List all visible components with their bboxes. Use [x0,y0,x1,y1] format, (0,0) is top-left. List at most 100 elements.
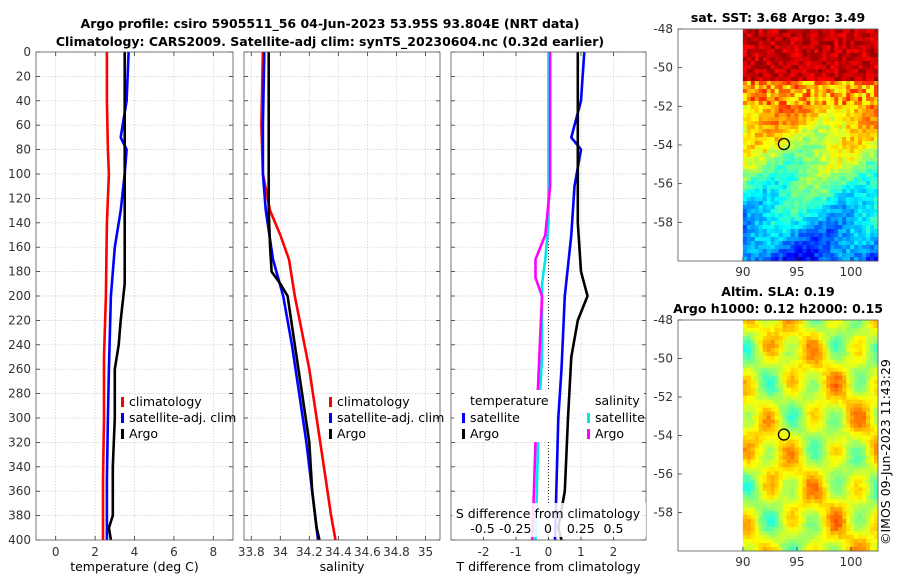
map-cell [794,205,799,210]
map-cell [874,89,879,94]
map-cell [854,395,859,401]
map-cell [846,97,851,102]
map-cell [770,241,776,246]
map-cell [830,527,835,532]
map-cell [774,347,780,353]
map-cell [846,73,851,78]
map-cell [846,395,851,401]
map-cell [850,323,855,329]
map-cell [866,467,871,472]
map-cell [798,491,803,496]
map-cell [830,535,835,540]
map-cell [822,93,827,98]
map-cell [802,387,807,393]
map-cell [790,383,795,389]
map-cell [774,403,780,409]
map-cell [818,57,823,62]
map-cell [874,411,879,416]
map-cell [798,81,803,86]
map-cell [782,173,787,178]
map-cell [762,125,768,130]
map-cell [818,213,823,218]
map-cell [770,471,776,476]
map-cell [842,133,847,138]
map-cell [742,41,748,46]
map-cell [846,403,851,409]
map-cell [802,105,807,110]
map-cell [762,451,768,456]
map-cell [746,411,752,416]
map-cell [826,53,831,58]
map-cell [778,351,784,357]
map-cell [862,53,867,58]
map-cell [758,177,764,182]
map-cell [774,471,780,476]
map-cell [758,483,764,488]
map-cell [746,145,752,150]
map-cell [830,129,835,134]
map-cell [842,221,847,226]
map-cell [842,141,847,146]
map-cell [758,69,764,74]
map-cell [838,145,843,150]
map-cell [806,331,811,337]
map-cell [774,331,780,337]
map-cell [778,459,784,464]
map-cell [822,213,827,218]
map-cell [750,57,756,62]
map-cell [866,507,871,512]
map-cell [786,81,791,86]
map-cell [766,233,772,238]
map-cell [818,117,823,122]
map-cell [758,543,764,548]
map-cell [858,137,863,142]
map-cell [774,193,780,198]
map-cell [854,121,859,126]
map-cell [750,459,756,464]
map-cell [870,479,875,484]
map-cell [838,29,843,34]
map-cell [814,185,819,190]
map-cell [846,371,851,377]
map-cell [862,347,867,353]
map-cell [862,479,867,484]
map-cell [862,375,867,381]
map-cell [754,339,760,345]
map-cell [770,257,776,262]
map-cell [806,547,811,552]
map-cell [862,391,867,397]
map-cell [862,383,867,389]
map-cell [758,45,764,50]
map-cell [778,185,784,190]
map-cell [830,479,835,484]
map-cell [762,129,768,134]
map-cell [758,515,764,520]
map-cell [758,547,764,552]
map-cell [786,515,791,520]
map-cell [858,117,863,122]
map-cell [842,185,847,190]
map-cell [826,229,831,234]
map-cell [854,169,859,174]
map-cell [742,523,748,528]
map-cell [766,535,772,540]
map-cell [866,165,871,170]
map-cell [810,320,815,325]
map-cell [778,133,784,138]
map-cell [818,355,823,361]
x-axis-label: salinity [320,559,365,574]
map-cell [754,427,760,432]
map-cell [830,475,835,480]
map-cell [762,89,768,94]
map-cell [810,347,815,353]
map-cell [842,479,847,484]
map-cell [822,241,827,246]
map-cell [846,507,851,512]
map-cell [810,113,815,118]
map-cell [742,157,748,162]
map-cell [822,61,827,66]
map-cell [794,169,799,174]
map-cell [830,145,835,150]
map-cell [774,383,780,389]
map-cell [750,475,756,480]
